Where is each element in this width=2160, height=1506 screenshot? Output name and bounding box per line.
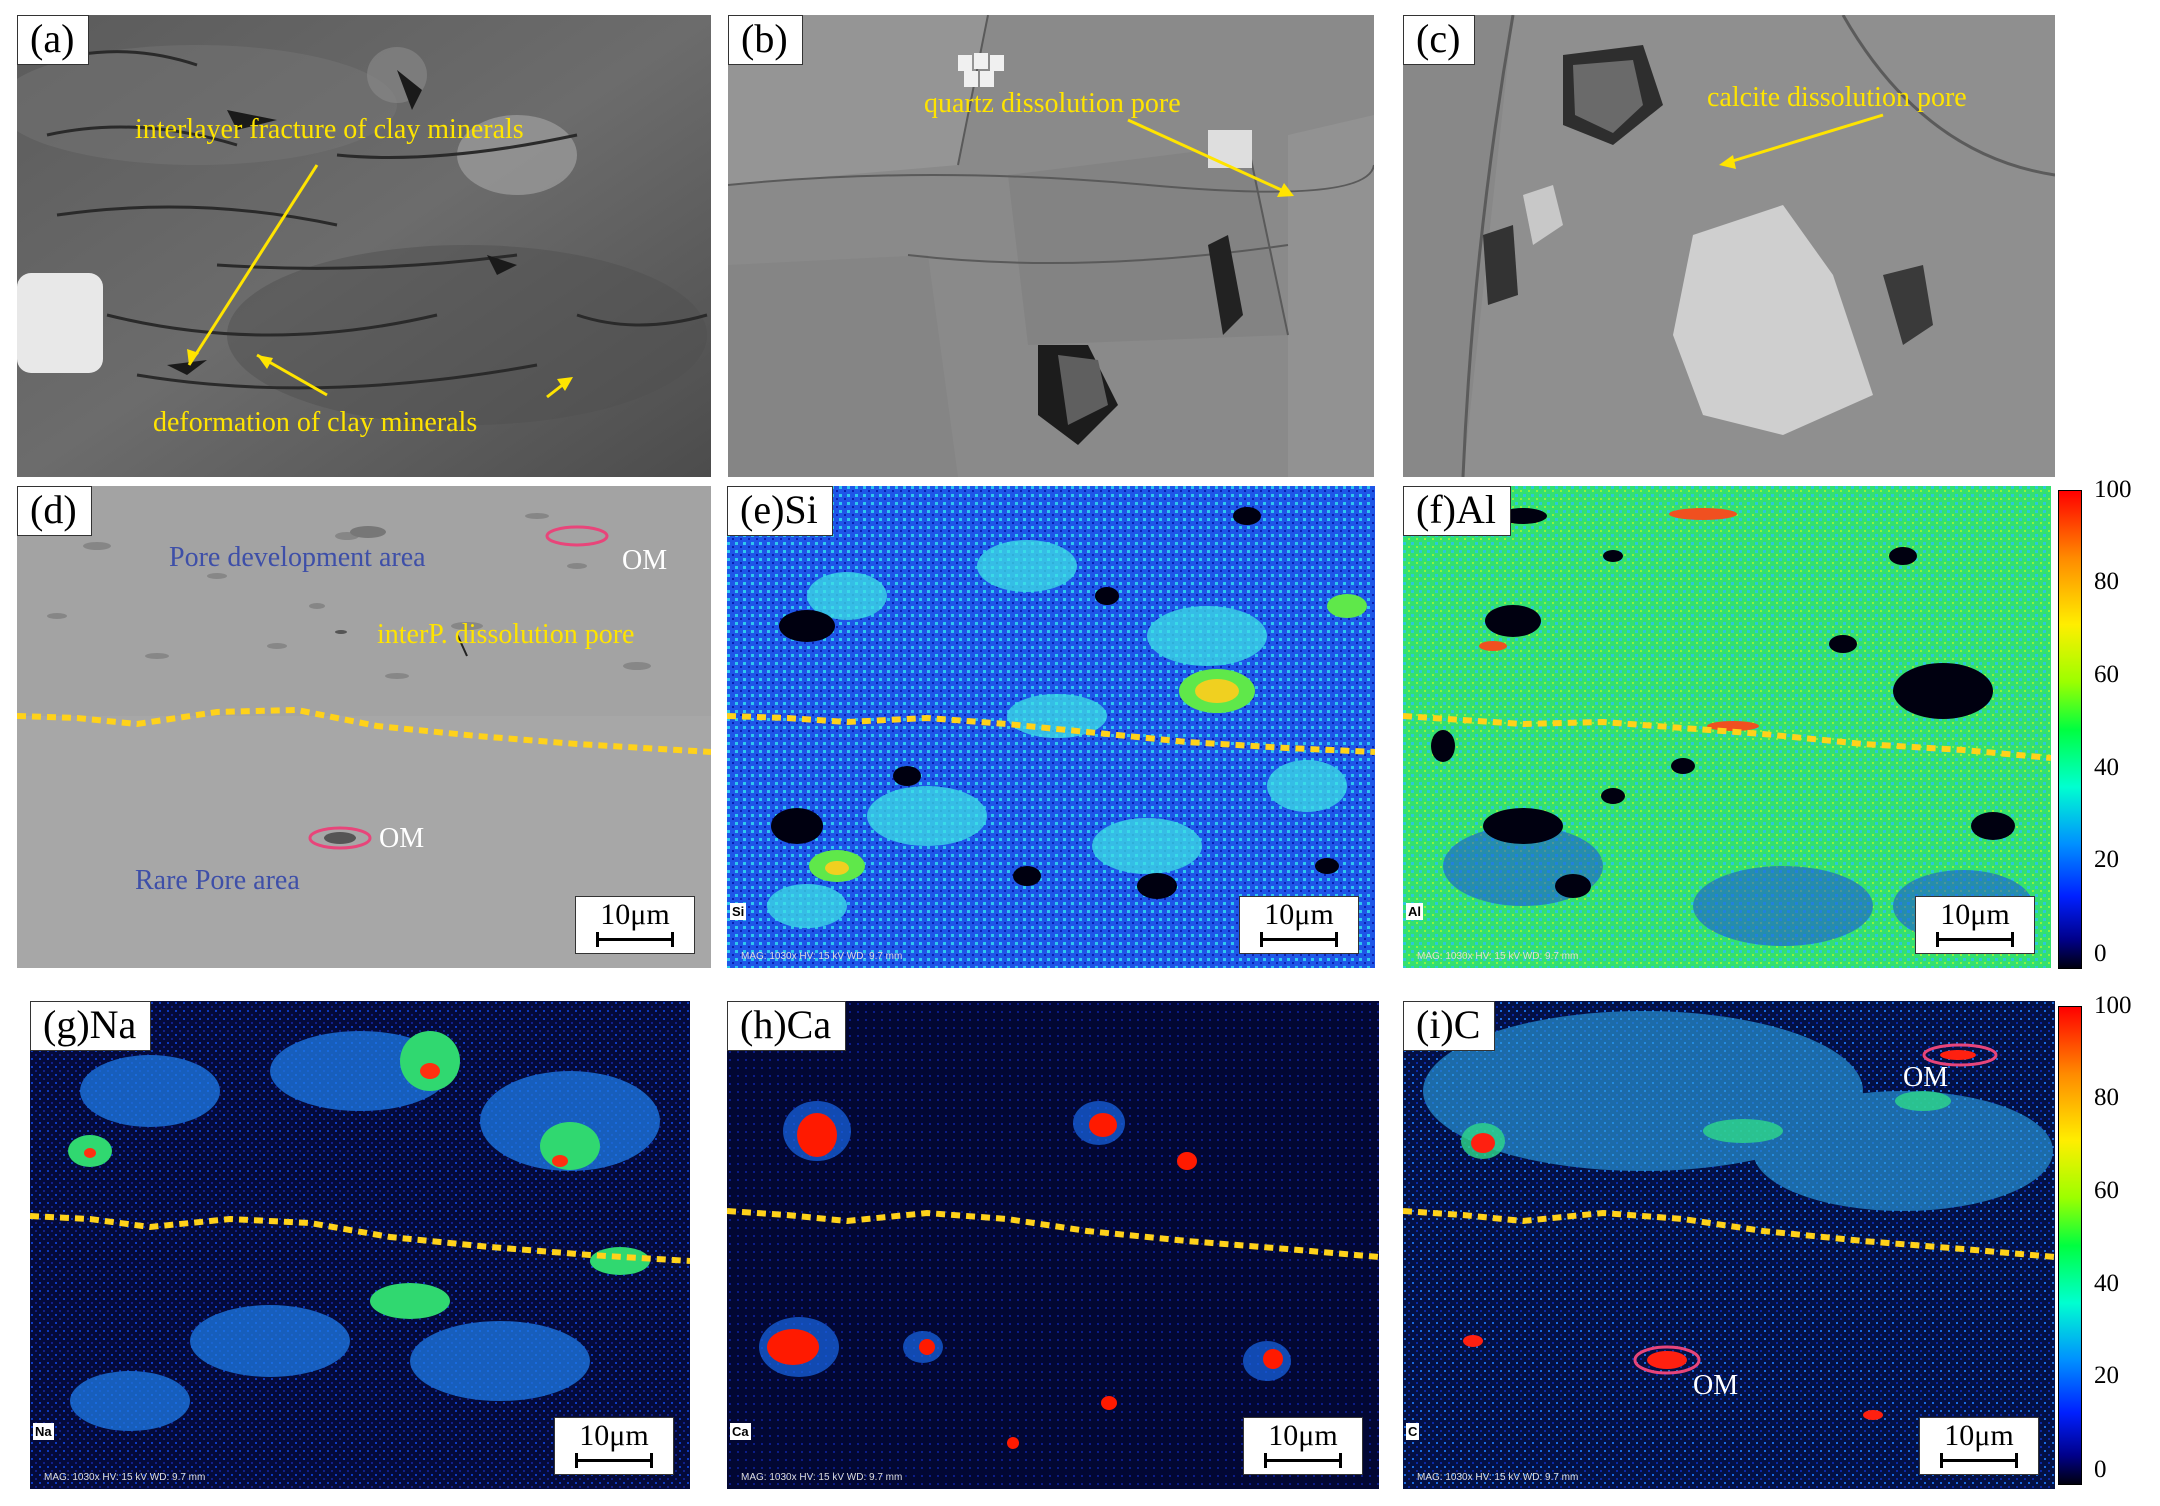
scale-bar-i: 10μm bbox=[1919, 1417, 2039, 1475]
acquisition-metadata: MAG: 1030x HV: 15 kV WD: 9.7 mm bbox=[741, 1472, 903, 1483]
panel-b-sem-image: quartz dissolution pore (b) bbox=[728, 15, 1374, 477]
element-tag-na: Na bbox=[33, 1423, 54, 1440]
label-om-bottom: OM bbox=[379, 823, 425, 854]
panel-label-a: (a) bbox=[17, 15, 90, 65]
scale-bar-e: 10μm bbox=[1239, 896, 1359, 954]
eds-map-na bbox=[30, 1001, 690, 1489]
annotation-interlayer-fracture: interlayer fracture of clay minerals bbox=[135, 114, 524, 145]
scale-bar-text: 10μm bbox=[600, 898, 670, 931]
scale-bar-text: 10μm bbox=[1264, 898, 1334, 931]
panel-label-g: (g)Na bbox=[30, 1001, 152, 1051]
annotation-calcite-dissolution: calcite dissolution pore bbox=[1707, 82, 1967, 113]
scale-bar-line bbox=[596, 932, 674, 947]
sem-image-c bbox=[1403, 15, 2055, 477]
colorbar-bottom-tick-0: 0 bbox=[2094, 1456, 2107, 1483]
scale-bar-line bbox=[1940, 1453, 2018, 1468]
scale-bar-text: 10μm bbox=[579, 1419, 649, 1452]
colorbar-bottom-tick-100: 100 bbox=[2094, 992, 2132, 1019]
scale-bar-text: 10μm bbox=[1940, 898, 2010, 931]
sem-image-a bbox=[17, 15, 711, 477]
annotation-deformation: deformation of clay minerals bbox=[153, 407, 478, 438]
sem-image-d bbox=[17, 486, 711, 968]
panel-g-na-map: Na MAG: 1030x HV: 15 kV WD: 9.7 mm 10μm … bbox=[30, 1001, 690, 1489]
scale-bar-text: 10μm bbox=[1268, 1419, 1338, 1452]
panel-label-d: (d) bbox=[17, 486, 92, 536]
panel-label-i: (i)C bbox=[1403, 1001, 1496, 1051]
scale-bar-h: 10μm bbox=[1243, 1417, 1363, 1475]
colorbar-bottom-tick-20: 20 bbox=[2094, 1362, 2119, 1389]
panel-label-e: (e)Si bbox=[727, 486, 833, 536]
scale-bar-g: 10μm bbox=[554, 1417, 674, 1475]
acquisition-metadata: MAG: 1030x HV: 15 kV WD: 9.7 mm bbox=[741, 951, 903, 962]
acquisition-metadata: MAG: 1030x HV: 15 kV WD: 9.7 mm bbox=[1417, 951, 1579, 962]
colorbar-top-tick-0: 0 bbox=[2094, 940, 2107, 967]
eds-map-ca bbox=[727, 1001, 1379, 1489]
scale-bar-text: 10μm bbox=[1944, 1419, 2014, 1452]
colorbar-top bbox=[2058, 490, 2082, 969]
element-tag-ca: Ca bbox=[730, 1423, 751, 1440]
colorbar-bottom-tick-80: 80 bbox=[2094, 1084, 2119, 1111]
panel-label-h: (h)Ca bbox=[727, 1001, 847, 1051]
colorbar-top-tick-100: 100 bbox=[2094, 476, 2132, 503]
panel-e-si-map: Si MAG: 1030x HV: 15 kV WD: 9.7 mm 10μm … bbox=[727, 486, 1375, 968]
label-om-top: OM bbox=[1903, 1062, 1949, 1093]
scale-bar-d: 10μm bbox=[575, 896, 695, 954]
element-tag-c: C bbox=[1406, 1423, 1420, 1440]
element-tag-al: Al bbox=[1406, 903, 1423, 920]
panel-label-b: (b) bbox=[728, 15, 803, 65]
label-pore-development-area: Pore development area bbox=[169, 542, 426, 573]
scale-bar-f: 10μm bbox=[1915, 896, 2035, 954]
eds-map-al bbox=[1403, 486, 2051, 968]
colorbar-top-tick-80: 80 bbox=[2094, 568, 2119, 595]
panel-label-c: (c) bbox=[1403, 15, 1476, 65]
panel-a-sem-image: interlayer fracture of clay minerals def… bbox=[17, 15, 711, 477]
colorbar-top-tick-60: 60 bbox=[2094, 661, 2119, 688]
scale-bar-line bbox=[575, 1453, 653, 1468]
colorbar-bottom-tick-40: 40 bbox=[2094, 1270, 2119, 1297]
annotation-interp-dissolution: interP. dissolution pore bbox=[377, 619, 635, 650]
colorbar-top-tick-40: 40 bbox=[2094, 754, 2119, 781]
panel-f-al-map: Al MAG: 1030x HV: 15 kV WD: 9.7 mm 10μm … bbox=[1403, 486, 2051, 968]
scale-bar-line bbox=[1260, 932, 1338, 947]
label-om-bottom: OM bbox=[1693, 1370, 1739, 1401]
annotation-quartz-dissolution: quartz dissolution pore bbox=[924, 88, 1181, 119]
panel-i-c-map: OM OM C MAG: 1030x HV: 15 kV WD: 9.7 mm … bbox=[1403, 1001, 2055, 1489]
acquisition-metadata: MAG: 1030x HV: 15 kV WD: 9.7 mm bbox=[1417, 1472, 1579, 1483]
panel-c-sem-image: calcite dissolution pore (c) bbox=[1403, 15, 2055, 477]
eds-map-c bbox=[1403, 1001, 2055, 1489]
panel-h-ca-map: Ca MAG: 1030x HV: 15 kV WD: 9.7 mm 10μm … bbox=[727, 1001, 1379, 1489]
label-om-top: OM bbox=[622, 545, 668, 576]
scale-bar-line bbox=[1936, 932, 2014, 947]
colorbar-bottom bbox=[2058, 1006, 2082, 1485]
element-tag-si: Si bbox=[730, 903, 747, 920]
colorbar-top-tick-20: 20 bbox=[2094, 846, 2119, 873]
panel-label-f: (f)Al bbox=[1403, 486, 1511, 536]
scale-bar-line bbox=[1264, 1453, 1342, 1468]
colorbar-bottom-tick-60: 60 bbox=[2094, 1177, 2119, 1204]
acquisition-metadata: MAG: 1030x HV: 15 kV WD: 9.7 mm bbox=[44, 1472, 206, 1483]
panel-d-sem-image: Pore development area interP. dissolutio… bbox=[17, 486, 711, 968]
sem-image-b bbox=[728, 15, 1374, 477]
eds-map-si bbox=[727, 486, 1375, 968]
label-rare-pore-area: Rare Pore area bbox=[135, 865, 300, 896]
